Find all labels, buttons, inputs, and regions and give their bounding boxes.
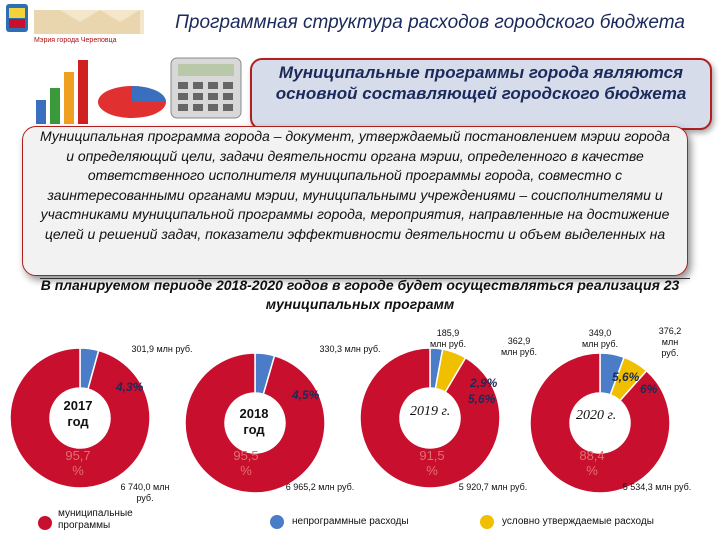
chart-2020-nonprogram-amount: 349,0 млн руб. (581, 328, 619, 349)
chart-2020-program-pct: 88,4 % (579, 448, 605, 478)
chart-2017-program-pct: 95,7 % (65, 448, 91, 478)
finance-illustration-icon (36, 57, 242, 124)
chart-2017-nonprogram-amount: 301,9 млн руб. (131, 344, 193, 354)
chart-2017-program-amount: 6 740,0 млн руб. (120, 482, 170, 503)
legend-programs-label: муниципальные программы (58, 508, 133, 531)
legend-conditional-label: условно утверждаемые расходы (502, 516, 654, 527)
chart-2019-program-pct: 91,5 % (419, 448, 445, 478)
chart-2017-year-label: 2017 год (63, 398, 93, 429)
legend-programs-swatch (38, 516, 52, 530)
header-logo (0, 0, 150, 52)
chart-2018-program-pct: 95,5 % (233, 448, 259, 478)
logo-caption: Мэрия города Череповца (34, 37, 117, 44)
definition-box: Муниципальная программа города – докумен… (22, 126, 688, 276)
plan-statement: В планируемом периоде 2018-2020 годов в … (40, 277, 680, 312)
chart-2019-nonprogram-amount: 185,9 млн руб. (429, 328, 467, 349)
chart-2020-program-amount: 5 534,3 млн руб. (622, 482, 692, 492)
donut-3-programs-slice (529, 352, 671, 494)
chart-2019-year-label: 2019 г. (410, 404, 451, 419)
legend-conditional-swatch (480, 515, 494, 529)
legend-nonprogram-label: непрограммные расходы (292, 516, 409, 527)
chart-2019-nonprogram-pct: 2,9% (470, 376, 498, 390)
chart-2018-program-amount: 6 965,2 млн руб. (285, 482, 355, 492)
chart-2019-conditional-pct: 5,6% (468, 392, 496, 406)
donut-0-programs-slice (9, 347, 151, 489)
key-message-callout: Муниципальные программы города являются … (250, 58, 712, 130)
donut-2-programs-slice (359, 347, 501, 489)
divider (40, 278, 690, 279)
chart-2017-nonprogram-pct: 4,3% (116, 380, 144, 394)
budget-structure-donuts (9, 347, 671, 494)
chart-2020-conditional-pct: 6% (640, 382, 658, 396)
chart-2019-program-amount: 5 920,7 млн руб. (458, 482, 528, 492)
chart-2018-nonprogram-pct: 4,5% (292, 388, 320, 402)
city-coat-of-arms-icon (6, 4, 144, 44)
donut-2-hole (401, 389, 459, 447)
legend-nonprogram-swatch (270, 515, 284, 529)
chart-2020-conditional-amount: 376,2 млн руб. (658, 326, 682, 358)
donut-1-hole (226, 394, 284, 452)
definition-text: Муниципальная программа города – докумен… (40, 128, 670, 242)
donut-1-programs-slice (184, 352, 326, 494)
donut-3-hole (571, 394, 629, 452)
chart-2020-nonprogram-pct: 5,6% (612, 370, 640, 384)
chart-2019-conditional-amount: 362,9 млн руб. (500, 336, 538, 357)
chart-2018-nonprogram-amount: 330,3 млн руб. (319, 344, 381, 354)
chart-2018-year-label: 2018 год (239, 406, 269, 437)
chart-2020-year-label: 2020 г. (576, 408, 617, 423)
page-title: Программная структура расходов городског… (175, 12, 685, 33)
donut-0-hole (51, 389, 109, 447)
callout-text: Муниципальные программы города являются … (275, 63, 687, 103)
